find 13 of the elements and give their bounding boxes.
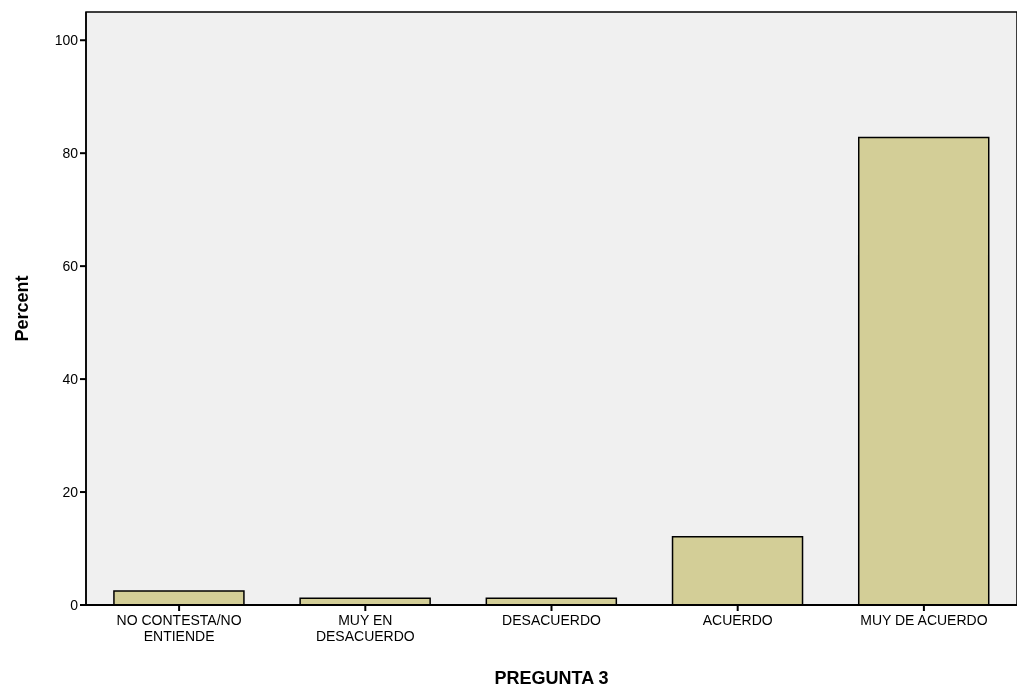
x-tick-label: NO CONTESTA/NO ENTIENDE [116, 612, 242, 644]
y-tick-label: 60 [62, 258, 79, 275]
x-axis-title: PREGUNTA 3 [494, 668, 609, 688]
y-tick-label: 100 [54, 32, 79, 49]
y-tick-label: 0 [70, 596, 79, 613]
y-tick-label: 40 [62, 371, 79, 388]
y-tick-label: 80 [62, 145, 79, 162]
x-tick-label: MUY DE ACUERDO [860, 612, 988, 628]
y-axis-title: Percent [12, 275, 33, 342]
x-tick-label: DESACUERDO [502, 612, 601, 628]
x-tick-label: MUY EN DESACUERDO [315, 612, 415, 644]
y-tick-label: 20 [62, 484, 79, 501]
x-tick-label: ACUERDO [702, 612, 773, 628]
